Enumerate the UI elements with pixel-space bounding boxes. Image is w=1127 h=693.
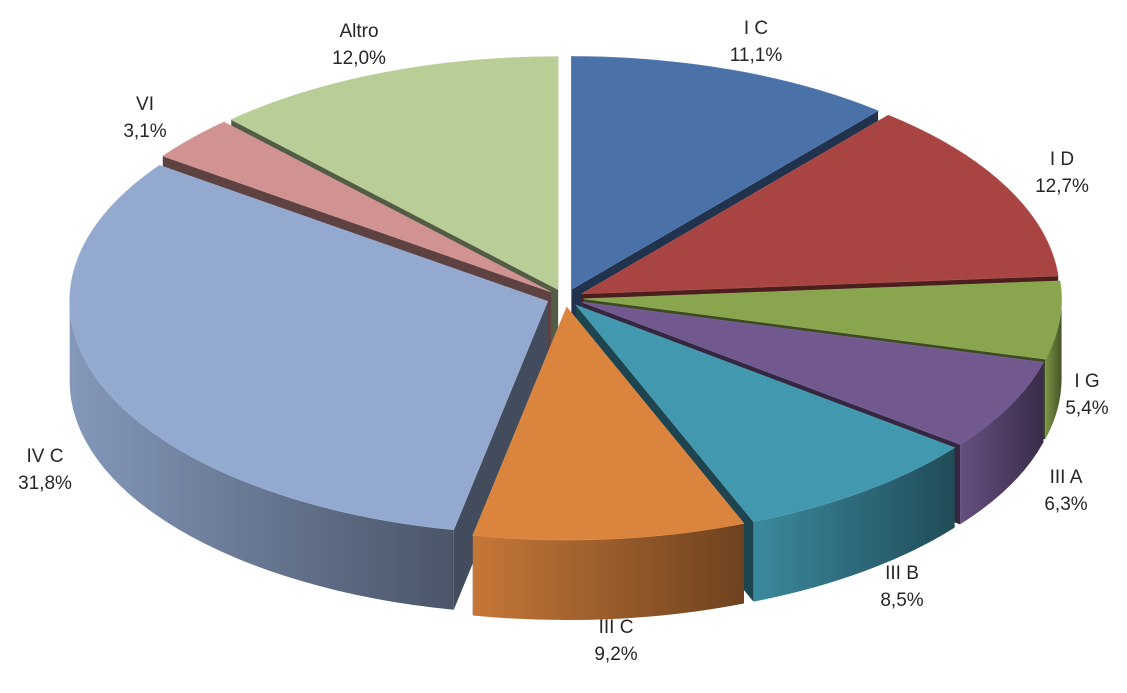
slice-label-name: I D	[1049, 149, 1075, 170]
slice-label-iii-a: III A 6,3%	[1044, 464, 1087, 518]
slice-label-i-d: I D 12,7%	[1035, 146, 1089, 200]
slice-label-percent: 12,0%	[332, 48, 386, 69]
slice-outer-wall	[1045, 298, 1062, 440]
pie-slice-iii-c	[472, 306, 745, 621]
slice-top-face	[472, 306, 745, 541]
slice-outer-wall	[472, 523, 744, 621]
slice-top-face	[575, 304, 956, 522]
slice-label-name: VI	[136, 94, 154, 115]
slice-label-percent: 12,7%	[1035, 176, 1089, 197]
slice-label-name: I C	[743, 18, 769, 39]
slice-label-percent: 31,8%	[18, 473, 72, 494]
slice-label-percent: 6,3%	[1044, 494, 1088, 515]
slice-label-i-g: I G 5,4%	[1065, 368, 1108, 422]
slice-top-face	[581, 114, 1059, 295]
slice-label-percent: 9,2%	[594, 644, 638, 665]
slice-outer-wall	[69, 301, 454, 610]
slice-outer-wall	[960, 362, 1044, 525]
slice-label-percent: 11,1%	[729, 45, 783, 66]
slice-label-name: Altro	[339, 21, 379, 42]
slice-top-face	[162, 121, 552, 293]
slice-label-altro: Altro 12,0%	[332, 18, 386, 72]
slice-label-i-c: I C 11,1%	[730, 15, 782, 69]
slice-top-face	[571, 56, 879, 290]
slice-label-iv-c: IV C 31,8%	[18, 443, 72, 497]
slice-top-face	[230, 56, 559, 291]
slice-label-name: III C	[598, 617, 634, 638]
slice-label-name: IV C	[26, 446, 64, 467]
slice-outer-wall	[753, 447, 955, 602]
slice-label-name: I G	[1074, 371, 1100, 392]
slice-label-vi: VI 3,1%	[123, 91, 166, 145]
slice-top-face	[581, 301, 1044, 445]
slice-label-percent: 8,5%	[880, 590, 924, 611]
slice-label-name: III B	[885, 563, 919, 584]
slice-top-face	[69, 165, 549, 531]
slice-label-percent: 5,4%	[1065, 398, 1109, 419]
slice-label-iii-b: III B 8,5%	[880, 560, 923, 614]
slice-top-face	[583, 280, 1062, 360]
slice-label-iii-c: III C 9,2%	[594, 614, 637, 668]
slice-label-name: III A	[1049, 467, 1083, 488]
slice-label-percent: 3,1%	[123, 121, 167, 142]
